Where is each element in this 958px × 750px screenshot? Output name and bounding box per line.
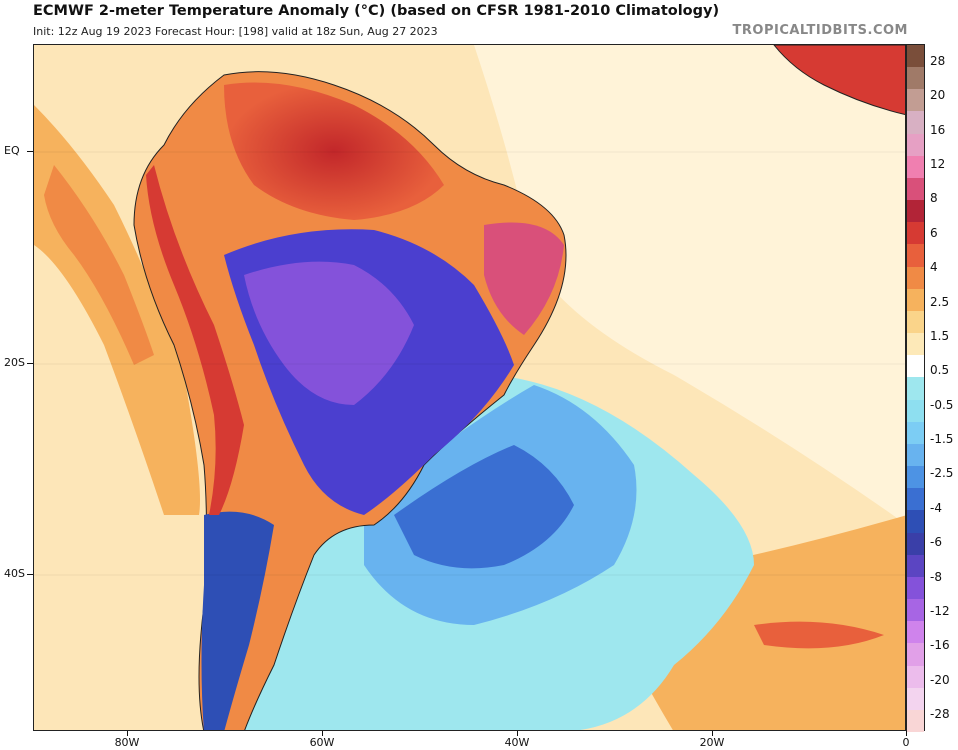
lat-tick xyxy=(27,151,33,152)
chart-subtitle: Init: 12z Aug 19 2023 Forecast Hour: [19… xyxy=(33,25,438,38)
colorbar-segment xyxy=(907,665,924,689)
colorbar-label: 6 xyxy=(930,225,938,240)
lon-tick xyxy=(517,731,518,736)
colorbar-label: -8 xyxy=(930,569,942,584)
colorbar-label: 12 xyxy=(930,157,946,172)
lon-tick xyxy=(322,731,323,736)
colorbar-segment xyxy=(907,709,924,733)
lat-label-40s: 40S xyxy=(4,567,25,580)
lat-tick xyxy=(27,574,33,575)
colorbar-segment xyxy=(907,687,924,711)
colorbar-segment xyxy=(907,244,924,268)
colorbar-label: -12 xyxy=(930,603,950,618)
lon-tick xyxy=(712,731,713,736)
warm-amazon-region xyxy=(224,82,444,220)
colorbar-label: -20 xyxy=(930,672,950,687)
lon-label-60w: 60W xyxy=(309,736,335,749)
colorbar-label: -6 xyxy=(930,535,942,550)
lon-label-20w: 20W xyxy=(699,736,725,749)
lon-label-0: 0 xyxy=(902,736,910,749)
colorbar-label: -2.5 xyxy=(930,466,954,481)
lat-label-20s: 20S xyxy=(4,356,25,369)
colorbar-segment xyxy=(907,266,924,290)
map-svg xyxy=(34,45,905,730)
colorbar-label: 16 xyxy=(930,122,946,137)
temperature-anomaly-map[interactable] xyxy=(33,44,906,731)
colorbar-segment xyxy=(907,155,924,179)
cold-southern-cone xyxy=(201,511,274,730)
neutral-anomaly-region xyxy=(474,45,905,524)
colorbar-label: -0.5 xyxy=(930,397,954,412)
colorbar-segment xyxy=(907,443,924,467)
colorbar-segment xyxy=(907,67,924,90)
colorbar-label: -4 xyxy=(930,500,942,515)
colorbar-segment xyxy=(907,599,924,622)
colorbar-segment xyxy=(907,510,924,534)
colorbar-segment xyxy=(907,45,924,68)
lat-label-eq: EQ xyxy=(4,144,20,157)
colorbar-segment xyxy=(907,89,924,112)
colorbar-segment xyxy=(907,643,924,666)
colorbar-segment xyxy=(907,355,924,378)
colorbar-segment xyxy=(907,576,924,600)
source-watermark[interactable]: TROPICALTIDBITS.COM xyxy=(732,23,908,38)
colorbar-segment xyxy=(907,621,924,644)
warm-pacific-core xyxy=(44,165,154,365)
lon-label-80w: 80W xyxy=(114,736,140,749)
colorbar-label: -1.5 xyxy=(930,432,954,447)
warm-south-atlantic-band xyxy=(594,515,905,730)
colorbar-segment xyxy=(907,200,924,223)
colorbar-segment xyxy=(907,377,924,401)
colorbar-label: 8 xyxy=(930,191,938,206)
cold-plume-core xyxy=(394,445,574,569)
chart-title: ECMWF 2-meter Temperature Anomaly (°C) (… xyxy=(33,3,720,19)
lon-tick xyxy=(906,731,907,736)
colorbar-segment xyxy=(907,466,924,489)
colorbar-label: 0.5 xyxy=(930,363,950,378)
colorbar-label: -28 xyxy=(930,707,950,721)
lat-tick xyxy=(27,363,33,364)
colorbar-segment xyxy=(907,310,924,334)
colorbar-label: 2.5 xyxy=(930,294,950,309)
colorbar-segment xyxy=(907,111,924,135)
colorbar-segment xyxy=(907,288,924,312)
colorbar xyxy=(906,44,925,733)
colorbar-label: -16 xyxy=(930,638,950,653)
colorbar-segment xyxy=(907,399,924,423)
cold-central-core xyxy=(244,261,414,405)
colorbar-label: 28 xyxy=(930,54,946,68)
colorbar-label: 1.5 xyxy=(930,328,950,343)
colorbar-segment xyxy=(907,532,924,556)
colorbar-segment xyxy=(907,222,924,245)
colorbar-label: 20 xyxy=(930,88,946,103)
colorbar-segment xyxy=(907,333,924,356)
colorbar-segment xyxy=(907,133,924,157)
colorbar-segment xyxy=(907,554,924,578)
lon-label-40w: 40W xyxy=(504,736,530,749)
colorbar-segment xyxy=(907,421,924,445)
africa-land xyxy=(773,45,905,116)
colorbar-segment xyxy=(907,177,924,201)
colorbar-segment xyxy=(907,488,924,511)
warm-andes-strip xyxy=(146,165,244,515)
warm-south-atlantic-core xyxy=(754,621,884,649)
colorbar-label: 4 xyxy=(930,260,938,275)
lon-tick xyxy=(127,731,128,736)
warm-northeast-brazil xyxy=(484,222,564,335)
